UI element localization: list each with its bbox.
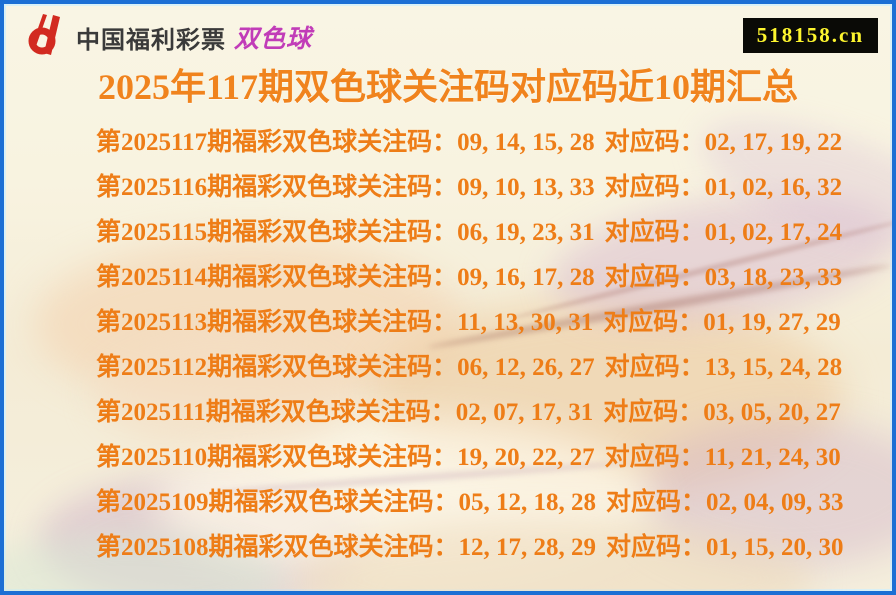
row-prefix: 第 (96, 129, 122, 156)
summary-list: 第2025117期福彩双色球关注码：09, 14, 15, 28 对应码：02, … (96, 120, 872, 570)
row-match-label: 对应码： (604, 354, 705, 381)
row-watch-label: 期福彩双色球关注码： (208, 489, 459, 516)
list-item: 第2025117期福彩双色球关注码：09, 14, 15, 28 对应码：02, … (96, 120, 872, 165)
row-match-codes: 03, 18, 23, 33 (704, 264, 843, 291)
row-prefix: 第 (96, 174, 122, 201)
row-match-label: 对应码： (604, 219, 705, 246)
row-match-label: 对应码： (606, 489, 707, 516)
row-period: 2025111 (121, 399, 206, 426)
row-match-label: 对应码： (606, 534, 707, 561)
row-watch-label: 期福彩双色球关注码： (207, 444, 458, 471)
row-match-codes: 01, 02, 17, 24 (704, 219, 843, 246)
row-watch-label: 期福彩双色球关注码： (207, 264, 458, 291)
row-watch-codes: 11, 13, 30, 31 (457, 309, 594, 336)
row-watch-codes: 02, 07, 17, 31 (455, 399, 594, 426)
row-match-label: 对应码： (604, 174, 705, 201)
header: 中国福利彩票 双色球 518158.cn (10, 10, 886, 64)
brand-product: 双色球 (234, 25, 313, 53)
list-item: 第2025109期福彩双色球关注码：05, 12, 18, 28 对应码：02, … (96, 480, 872, 525)
row-match-codes: 13, 15, 24, 28 (704, 354, 843, 381)
row-watch-label: 期福彩双色球关注码： (207, 309, 458, 336)
row-match-codes: 01, 19, 27, 29 (703, 309, 841, 336)
list-item: 第2025111期福彩双色球关注码：02, 07, 17, 31 对应码：03, … (96, 390, 872, 435)
row-match-label: 对应码： (603, 399, 704, 426)
row-prefix: 第 (96, 219, 122, 246)
row-watch-label: 期福彩双色球关注码： (208, 534, 459, 561)
brand-name: 中国福利彩票 (76, 26, 226, 54)
row-match-label: 对应码： (604, 444, 705, 471)
page-title: 2025年117期双色球关注码对应码近10期汇总 (97, 67, 798, 107)
row-period: 2025116 (121, 174, 208, 201)
cwl-lottery-logo-icon (24, 13, 68, 62)
row-match-label: 对应码： (604, 129, 705, 156)
row-watch-codes: 12, 17, 28, 29 (458, 534, 597, 561)
list-item: 第2025108期福彩双色球关注码：12, 17, 28, 29 对应码：01, … (96, 525, 872, 570)
row-watch-codes: 19, 20, 22, 27 (457, 444, 595, 471)
row-match-label: 对应码： (603, 309, 704, 336)
row-watch-label: 期福彩双色球关注码： (207, 129, 458, 156)
row-period: 2025114 (121, 264, 208, 291)
row-watch-codes: 05, 12, 18, 28 (458, 489, 597, 516)
row-watch-codes: 09, 16, 17, 28 (457, 264, 595, 291)
row-match-codes: 01, 15, 20, 30 (706, 534, 844, 561)
row-watch-codes: 06, 12, 26, 27 (457, 354, 595, 381)
list-item: 第2025113期福彩双色球关注码：11, 13, 30, 31 对应码：01, … (96, 300, 872, 345)
row-prefix: 第 (96, 354, 122, 381)
site-domain-badge[interactable]: 518158.cn (742, 18, 878, 53)
row-match-codes: 02, 17, 19, 22 (704, 129, 843, 156)
row-watch-label: 期福彩双色球关注码： (207, 174, 458, 201)
row-watch-label: 期福彩双色球关注码： (205, 399, 456, 426)
row-prefix: 第 (96, 264, 122, 291)
row-prefix: 第 (96, 444, 122, 471)
row-prefix: 第 (96, 534, 122, 561)
row-period: 2025108 (121, 534, 209, 561)
row-period: 2025110 (121, 444, 208, 471)
list-item: 第2025115期福彩双色球关注码：06, 19, 23, 31 对应码：01, … (96, 210, 872, 255)
list-item: 第2025114期福彩双色球关注码：09, 16, 17, 28 对应码：03, … (96, 255, 872, 300)
row-watch-label: 期福彩双色球关注码： (207, 219, 458, 246)
site-logo[interactable]: 中国福利彩票 双色球 (24, 13, 312, 62)
row-period: 2025112 (121, 354, 208, 381)
row-period: 2025109 (121, 489, 209, 516)
row-match-codes: 11, 21, 24, 30 (704, 444, 841, 471)
row-match-codes: 01, 02, 16, 32 (704, 174, 843, 201)
row-prefix: 第 (96, 399, 122, 426)
row-prefix: 第 (96, 489, 122, 516)
row-match-codes: 02, 04, 09, 33 (706, 489, 844, 516)
row-period: 2025117 (121, 129, 208, 156)
row-match-label: 对应码： (604, 264, 705, 291)
list-item: 第2025116期福彩双色球关注码：09, 10, 13, 33 对应码：01, … (96, 165, 872, 210)
row-match-codes: 03, 05, 20, 27 (703, 399, 841, 426)
row-watch-codes: 09, 10, 13, 33 (457, 174, 595, 201)
row-prefix: 第 (96, 309, 122, 336)
row-period: 2025113 (121, 309, 208, 336)
list-item: 第2025110期福彩双色球关注码：19, 20, 22, 27 对应码：11, … (96, 435, 872, 480)
row-watch-label: 期福彩双色球关注码： (207, 354, 458, 381)
row-period: 2025115 (121, 219, 208, 246)
list-item: 第2025112期福彩双色球关注码：06, 12, 26, 27 对应码：13, … (96, 345, 872, 390)
row-watch-codes: 09, 14, 15, 28 (457, 129, 595, 156)
row-watch-codes: 06, 19, 23, 31 (457, 219, 595, 246)
